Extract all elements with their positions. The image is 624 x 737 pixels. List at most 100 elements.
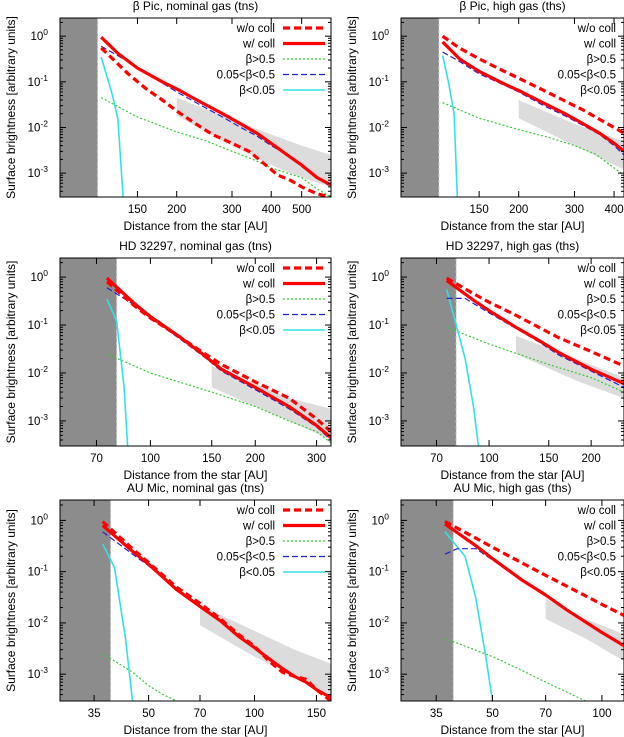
series-line-wo_coll bbox=[105, 280, 331, 433]
legend-label: β<0.05 bbox=[580, 85, 616, 97]
series-line-wo_coll bbox=[441, 34, 624, 135]
legend-label: β>0.5 bbox=[587, 54, 616, 66]
inner-region-shade bbox=[60, 500, 111, 701]
plot-area bbox=[401, 500, 624, 701]
legend-label: β<0.05 bbox=[239, 85, 275, 97]
series-line-wo_coll bbox=[101, 520, 331, 701]
legend-label: β>0.5 bbox=[246, 294, 275, 306]
y-tick-exponent: 0 bbox=[384, 268, 389, 278]
x-tick-label: 35 bbox=[88, 708, 101, 720]
y-tick-exponent: 0 bbox=[384, 511, 389, 521]
series-line-w_coll bbox=[100, 36, 331, 187]
x-tick-label: 150 bbox=[202, 453, 221, 465]
legend-label: 0.05<β<0.5 bbox=[558, 552, 616, 564]
x-tick-label: 400 bbox=[604, 204, 623, 216]
x-tick-label: 200 bbox=[167, 204, 186, 216]
axes-frame bbox=[59, 17, 332, 198]
y-tick-label: 10-1 bbox=[369, 73, 390, 89]
y-tick-exponent: -1 bbox=[40, 316, 48, 326]
y-tick-label: 10-2 bbox=[369, 614, 390, 630]
legend: w/o coll w/ coll β>0.5 0.05<β<0.5 β<0.05 bbox=[558, 263, 616, 337]
y-tick-label: 100 bbox=[371, 511, 389, 527]
y-tick-exponent: -1 bbox=[40, 563, 48, 573]
series-line-beta_lt_005 bbox=[445, 289, 480, 446]
legend-label: w/o coll bbox=[577, 23, 616, 35]
plot-area bbox=[60, 500, 331, 701]
y-tick-exponent: -1 bbox=[381, 73, 389, 83]
panel-1: 100 10-1 10-2 10-3 150 200 300 400 500 β Pic, nom… bbox=[4, 0, 332, 233]
x-tick-label: 50 bbox=[486, 708, 499, 720]
y-tick-label: 100 bbox=[30, 27, 48, 43]
series-line-wo_coll bbox=[445, 276, 624, 368]
series-line-w_coll bbox=[444, 522, 624, 648]
legend: w/o coll w/ coll β>0.5 0.05<β<0.5 β<0.05 bbox=[558, 23, 616, 97]
x-tick-label: 150 bbox=[307, 708, 326, 720]
legend: w/o coll w/ coll β>0.5 0.05<β<0.5 β<0.05 bbox=[217, 263, 325, 337]
series-line-beta_gt_05 bbox=[102, 653, 177, 701]
x-tick-label: 500 bbox=[292, 204, 311, 216]
axes-frame bbox=[59, 499, 332, 702]
y-tick-exponent: 0 bbox=[384, 27, 389, 37]
inner-region-shade bbox=[60, 258, 117, 446]
y-tick-exponent: -2 bbox=[40, 118, 48, 128]
plot-area bbox=[60, 18, 331, 197]
series-line-w_coll bbox=[105, 276, 331, 439]
legend-label: 0.05<β<0.5 bbox=[558, 310, 616, 322]
y-tick-label: 10-2 bbox=[28, 614, 49, 630]
y-tick-exponent: -1 bbox=[381, 563, 389, 573]
legend-label: β<0.05 bbox=[580, 325, 616, 337]
inner-region-shade bbox=[401, 18, 439, 197]
y-tick-label: 100 bbox=[371, 268, 389, 284]
legend: w/o coll w/ coll β>0.5 0.05<β<0.5 β<0.05 bbox=[558, 505, 616, 579]
y-tick-exponent: -2 bbox=[40, 614, 48, 624]
y-tick-exponent: -2 bbox=[381, 118, 389, 128]
legend-label: w/ coll bbox=[242, 521, 275, 533]
plot-area bbox=[401, 18, 624, 197]
series-line-beta_gt_05 bbox=[442, 102, 624, 176]
legend-label: w/ coll bbox=[242, 39, 275, 51]
legend-label: β<0.05 bbox=[239, 325, 275, 337]
x-tick-label: 200 bbox=[246, 453, 265, 465]
series-line-beta_gt_05 bbox=[100, 97, 331, 197]
axes-frame bbox=[400, 257, 624, 447]
legend-label: w/ coll bbox=[242, 279, 275, 291]
y-tick-exponent: -3 bbox=[381, 665, 389, 675]
legend-label: β<0.05 bbox=[580, 567, 616, 579]
panel-3: 100 10-1 10-2 10-3 70 100 150 200 300 HD 32297, n… bbox=[4, 239, 332, 482]
y-tick-label: 10-3 bbox=[369, 412, 390, 428]
panel-6: 100 10-1 10-2 10-3 35 50 70 100 AU Mic, high gas… bbox=[345, 481, 624, 737]
y-tick-label: 10-3 bbox=[28, 412, 49, 428]
y-tick-label: 10-1 bbox=[28, 563, 49, 579]
y-axis-label: Surface brightness [arbitrary units] bbox=[4, 509, 18, 692]
y-tick-exponent: -1 bbox=[40, 73, 48, 83]
x-tick-label: 70 bbox=[430, 453, 443, 465]
y-tick-exponent: -3 bbox=[40, 665, 48, 675]
legend-label: w/ coll bbox=[583, 39, 616, 51]
inner-region-shade bbox=[401, 258, 457, 446]
inner-region-shade bbox=[60, 18, 98, 197]
observation-band bbox=[545, 598, 624, 662]
x-axis-label: Distance from the star [AU] bbox=[440, 219, 584, 233]
series-line-beta_lt_005 bbox=[101, 543, 134, 701]
y-tick-label: 100 bbox=[371, 27, 389, 43]
y-axis-label: Surface brightness [arbitrary units] bbox=[345, 16, 359, 199]
y-tick-exponent: -2 bbox=[381, 364, 389, 374]
y-tick-label: 10-2 bbox=[369, 118, 390, 134]
y-axis-label: Surface brightness [arbitrary units] bbox=[4, 261, 18, 444]
series-line-wo_coll bbox=[444, 520, 624, 617]
x-tick-label: 100 bbox=[245, 708, 264, 720]
y-axis-label: Surface brightness [arbitrary units] bbox=[345, 261, 359, 444]
legend-label: w/o coll bbox=[577, 505, 616, 517]
axes-frame bbox=[400, 17, 624, 198]
inner-region-shade bbox=[401, 500, 454, 701]
x-axis-label: Distance from the star [AU] bbox=[440, 468, 584, 482]
x-axis-label: Distance from the star [AU] bbox=[123, 468, 267, 482]
x-tick-label: 70 bbox=[194, 708, 207, 720]
y-tick-label: 10-3 bbox=[28, 665, 49, 681]
y-tick-label: 10-3 bbox=[369, 665, 390, 681]
legend-label: β<0.05 bbox=[239, 567, 275, 579]
observation-band bbox=[176, 97, 331, 187]
legend: w/o coll w/ coll β>0.5 0.05<β<0.5 β<0.05 bbox=[217, 23, 325, 97]
panel-title: β Pic, high gas (ths) bbox=[459, 0, 565, 13]
